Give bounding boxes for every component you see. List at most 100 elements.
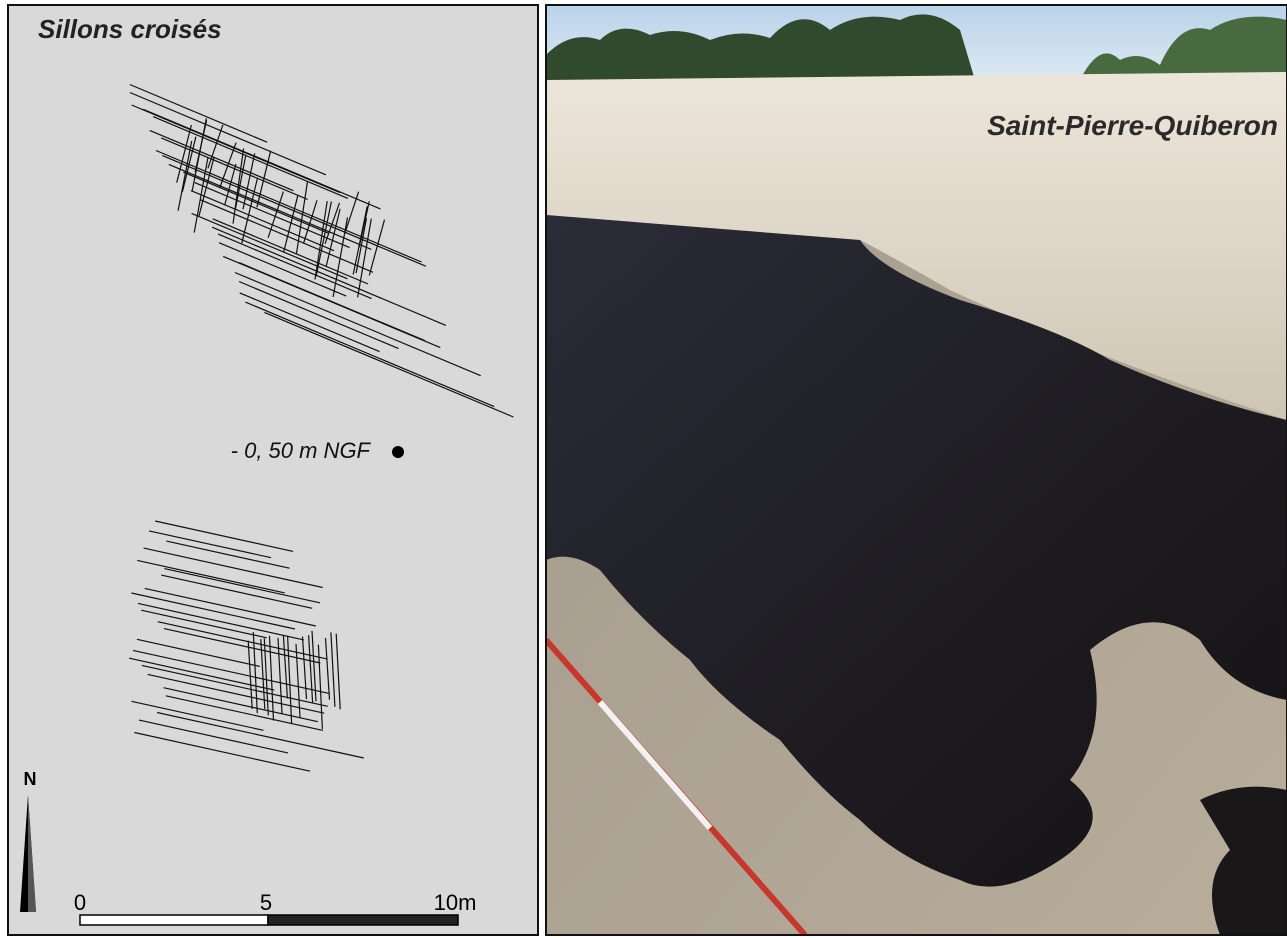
furrow-line [181,136,197,192]
furrow-line [344,191,360,234]
furrow-line [352,206,368,275]
furrow-line [332,217,349,298]
furrow-line [168,163,372,250]
furrow-line [194,120,208,173]
furrow-line [141,609,267,639]
furrow-line [138,719,289,754]
furrow-line [302,200,318,244]
furrow-line [141,664,328,707]
furrow-line [234,154,247,210]
furrow-line [355,218,368,274]
furrow-line [335,633,341,710]
furrow-line [224,163,237,206]
ruler-segment [597,700,713,830]
furrow-line [137,602,305,641]
furrow-line [311,630,317,702]
furrow-line [232,148,245,224]
furrow-line [260,639,266,710]
furrow-line [368,219,386,276]
furrow-line [163,687,319,723]
furrow-line [200,199,374,273]
furrow-line [324,202,341,245]
furrow-line [247,640,253,709]
furrow-line [301,636,308,700]
furrow-line [134,731,311,772]
furrow-line [324,638,331,700]
level-label: - 0, 50 m NGF [231,438,372,463]
furrow-line [148,530,272,559]
furrow-line [357,218,372,298]
furrow-line [314,201,328,280]
north-arrow-shade [28,795,36,912]
scale-label: 5 [260,890,272,915]
furrow-line [283,194,299,252]
furrow-line [155,149,422,263]
furrow-line [315,201,332,277]
furrow-line [142,108,381,210]
furrow-line [137,559,285,594]
furrow-line [218,242,347,297]
photo [546,5,1287,935]
furrow-line [241,177,259,244]
furrow-line [144,587,316,627]
furrow-line [193,157,209,233]
furrow-line [287,635,293,724]
photo-location: Saint-Pierre-Quiberon [987,110,1278,141]
scale-bar-white [79,914,269,926]
furrow-line [282,635,288,699]
furrow-line [166,540,290,569]
wet-ripples [546,215,1287,887]
trees [1080,16,1287,86]
furrow-line [156,711,364,759]
furrow-line [211,226,447,326]
furrow-line [330,632,336,707]
furrow-line [245,301,495,408]
furrow-line [277,637,283,714]
furrow-line [295,181,309,254]
furrow-line [143,547,323,589]
furrow-line [190,190,335,252]
furrow-line [238,280,399,350]
wet-patch [1200,786,1287,935]
furrow-line [163,628,321,664]
furrow-line [219,142,237,189]
furrow-line [252,631,258,714]
furrow-line [161,574,313,609]
furrow-line [129,83,268,143]
furrow-line [129,91,327,176]
furrow-line [295,643,301,718]
furrow-line [256,150,272,208]
furrow-line [164,568,321,604]
furrow-line [242,153,256,210]
furrow-line [212,218,369,285]
furrow-line [317,644,323,730]
furrow-line [198,156,215,217]
furrow-line [308,635,314,703]
dry-sand [546,72,1287,420]
furrow-line [234,271,481,377]
furrow-line [136,638,260,667]
map-title: Sillons croisés [38,14,222,44]
photo-frame [545,4,1287,936]
furrow-line [191,212,348,280]
scale-label: 10m [434,890,477,915]
furrow-line [157,621,328,660]
furrow-line [154,520,294,552]
level-point [392,446,404,458]
furrow-line [264,311,514,418]
furrow-line [152,116,349,199]
furrow-line [267,191,284,238]
furrow-line [207,124,224,169]
furrow-line [238,262,426,342]
scale-bar-black [267,914,459,926]
furrow-line [268,635,275,721]
furrow-line [147,673,325,714]
furrow-line [325,208,341,267]
furrow-line [131,700,264,731]
map-panel [7,4,539,936]
furrow-line [131,592,296,630]
furrow-line [263,638,269,716]
furrow-line [217,233,372,300]
north-label: N [24,769,37,789]
